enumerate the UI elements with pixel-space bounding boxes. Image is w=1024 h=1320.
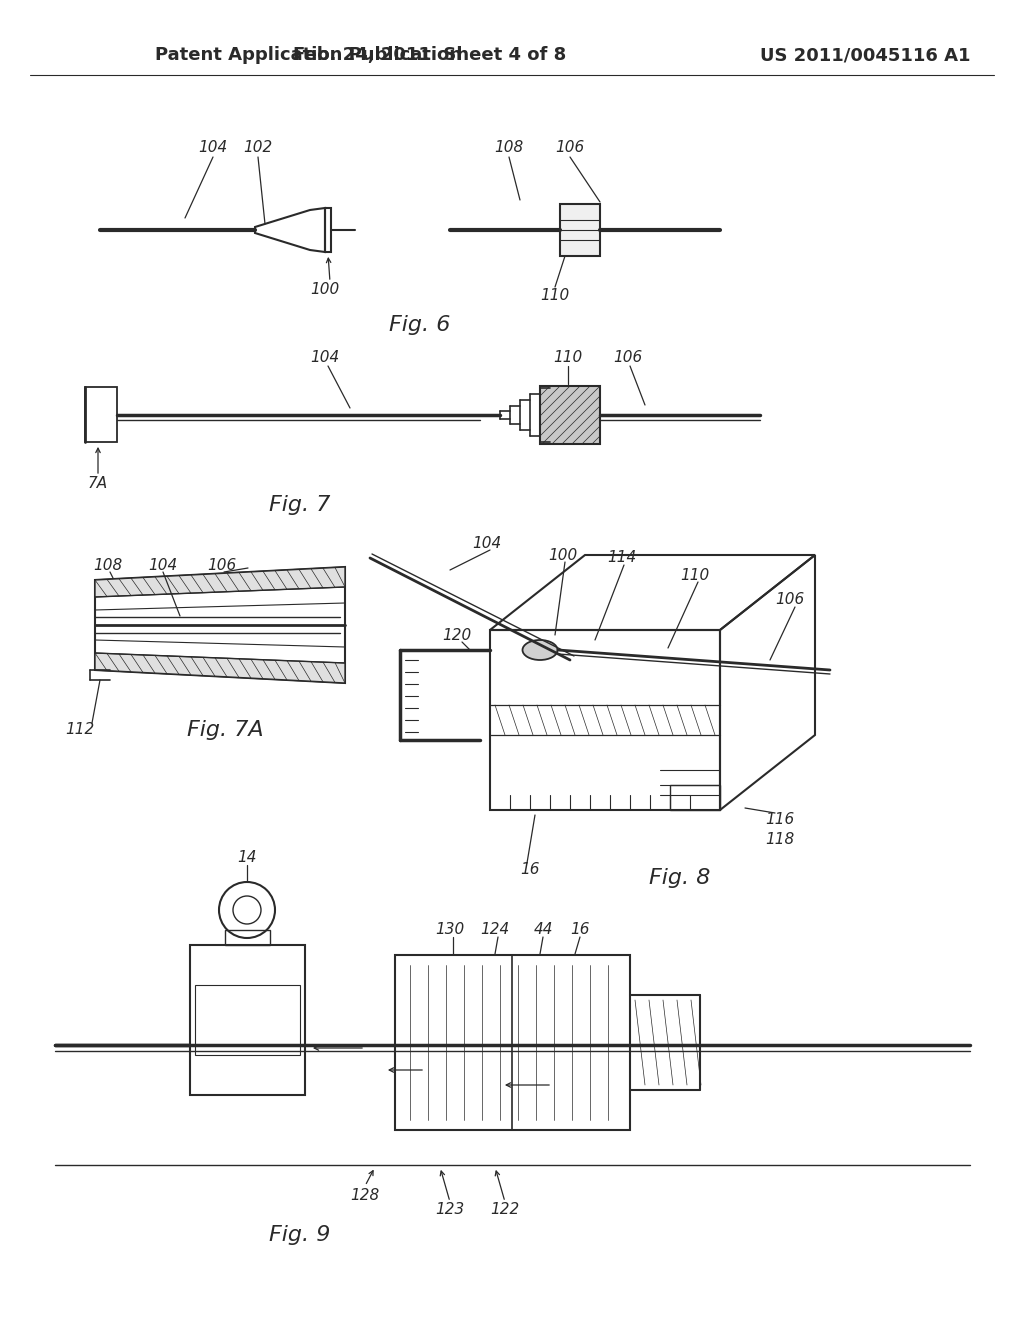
Text: 110: 110 [541, 288, 569, 302]
Text: 104: 104 [310, 351, 340, 366]
Text: US 2011/0045116 A1: US 2011/0045116 A1 [760, 46, 971, 63]
Ellipse shape [522, 640, 557, 660]
Text: 106: 106 [208, 557, 237, 573]
Text: 118: 118 [765, 833, 795, 847]
Bar [670, 785, 720, 810]
Text: 128: 128 [350, 1188, 380, 1203]
Polygon shape [95, 568, 345, 597]
Text: Fig. 9: Fig. 9 [269, 1225, 331, 1245]
Text: 122: 122 [490, 1203, 519, 1217]
Bar [560, 205, 600, 256]
Text: Fig. 7: Fig. 7 [269, 495, 331, 515]
Text: 110: 110 [680, 568, 710, 582]
Text: 16: 16 [520, 862, 540, 878]
Text: 116: 116 [765, 813, 795, 828]
Polygon shape [95, 653, 345, 682]
Bar [395, 954, 630, 1130]
Text: 100: 100 [549, 548, 578, 562]
Text: 106: 106 [613, 351, 643, 366]
Text: 44: 44 [534, 923, 553, 937]
Text: 104: 104 [148, 557, 177, 573]
Text: 110: 110 [553, 351, 583, 366]
Text: 102: 102 [244, 140, 272, 156]
Text: 14: 14 [238, 850, 257, 865]
Text: 130: 130 [435, 923, 465, 937]
Text: 108: 108 [93, 557, 123, 573]
Text: 114: 114 [607, 550, 637, 565]
Text: 108: 108 [495, 140, 523, 156]
Bar [540, 385, 600, 444]
Text: 100: 100 [310, 282, 340, 297]
Text: 104: 104 [472, 536, 502, 550]
Text: 7A: 7A [88, 477, 109, 491]
Text: Fig. 7A: Fig. 7A [186, 719, 263, 741]
Bar [225, 931, 270, 945]
Text: 16: 16 [570, 923, 590, 937]
Text: 106: 106 [555, 140, 585, 156]
Bar [195, 985, 300, 1055]
Text: 104: 104 [199, 140, 227, 156]
Bar [325, 209, 331, 252]
Text: 120: 120 [442, 627, 472, 643]
Text: Feb. 24, 2011  Sheet 4 of 8: Feb. 24, 2011 Sheet 4 of 8 [293, 46, 566, 63]
Bar [190, 945, 305, 1096]
Text: 106: 106 [775, 593, 805, 607]
Bar [85, 387, 117, 442]
Text: 124: 124 [480, 923, 510, 937]
Text: 123: 123 [435, 1203, 465, 1217]
Text: 112: 112 [66, 722, 94, 738]
Text: Fig. 8: Fig. 8 [649, 869, 711, 888]
Text: Patent Application Publication: Patent Application Publication [155, 46, 462, 63]
Text: Fig. 6: Fig. 6 [389, 315, 451, 335]
